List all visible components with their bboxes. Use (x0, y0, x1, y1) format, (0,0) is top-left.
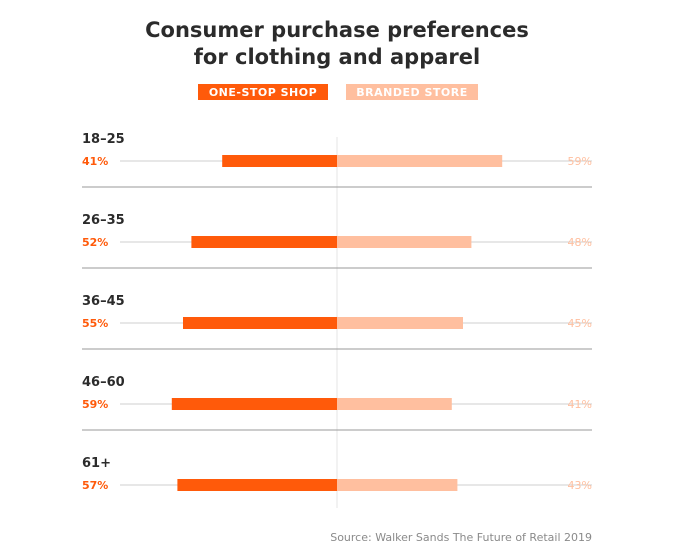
value-label-branded: 48% (568, 236, 592, 249)
value-label-branded: 41% (568, 398, 592, 411)
value-label-one-stop: 41% (82, 155, 108, 168)
value-label-one-stop: 55% (82, 317, 108, 330)
category-label: 36–45 (82, 294, 125, 309)
chart-source: Source: Walker Sands The Future of Retai… (330, 531, 592, 544)
bar-branded (337, 398, 452, 410)
legend-swatch-one-stop (198, 84, 328, 100)
chart-rows: 18–25 41% 59% 26–35 52% 48% 36–45 55% 45% 46–60 59… (82, 132, 592, 492)
category-label: 61+ (82, 456, 111, 471)
category-label: 18–25 (82, 132, 125, 147)
category-label: 26–35 (82, 213, 125, 228)
bar-branded (337, 317, 463, 329)
bar-one-stop (177, 479, 337, 491)
value-label-one-stop: 59% (82, 398, 108, 411)
legend-swatch-branded (346, 84, 478, 100)
value-label-branded: 43% (568, 479, 592, 492)
bar-branded (337, 155, 503, 167)
bar-one-stop (183, 317, 337, 329)
bar-one-stop (171, 398, 337, 410)
bar-branded (337, 479, 458, 491)
legend-label-one-stop: ONE-STOP SHOP (209, 86, 317, 99)
category-label: 46–60 (82, 375, 125, 390)
legend: ONE-STOP SHOP BRANDED STORE (198, 84, 478, 100)
value-label-branded: 45% (568, 317, 592, 330)
value-label-one-stop: 57% (82, 479, 108, 492)
chart-title-line-1: Consumer purchase preferences (145, 18, 529, 42)
bar-one-stop (191, 236, 337, 248)
value-label-one-stop: 52% (82, 236, 108, 249)
value-label-branded: 59% (568, 155, 592, 168)
legend-label-branded: BRANDED STORE (356, 86, 467, 99)
bar-branded (337, 236, 472, 248)
chart-title-line-2: for clothing and apparel (194, 45, 480, 69)
bar-one-stop (222, 155, 337, 167)
